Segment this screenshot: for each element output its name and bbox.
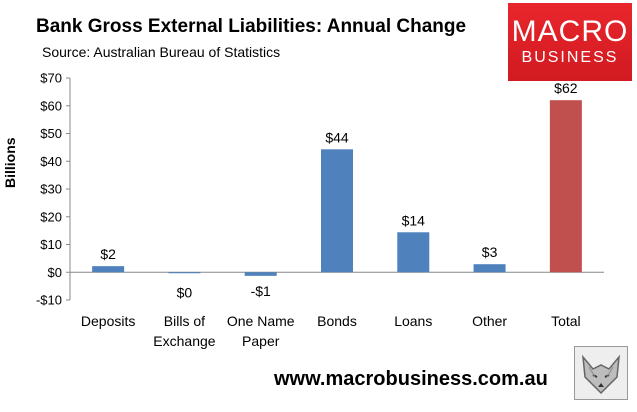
category-label: Deposits — [81, 313, 135, 329]
category-label: Other — [472, 313, 507, 329]
data-label: $0 — [177, 284, 193, 300]
data-label: $62 — [554, 80, 578, 96]
category-label: Total — [551, 313, 581, 329]
category-label: Paper — [242, 333, 280, 349]
y-tick-label: $20 — [40, 209, 62, 224]
y-tick-label: $0 — [48, 265, 62, 280]
chart-title: Bank Gross External Liabilities: Annual … — [36, 16, 467, 37]
bar — [321, 149, 353, 273]
bar — [244, 272, 277, 276]
data-label: $3 — [482, 244, 498, 260]
logo-line-2: BUSINESS — [521, 49, 619, 66]
data-label: $44 — [325, 129, 349, 145]
y-tick-label: $50 — [40, 126, 62, 141]
logo-line-1: MACRO — [511, 15, 629, 48]
bar — [549, 100, 582, 273]
y-tick-label: $70 — [40, 71, 62, 86]
bar — [168, 272, 201, 274]
category-label: Loans — [394, 313, 432, 329]
bar — [473, 264, 506, 273]
bar — [397, 232, 430, 273]
data-label: $14 — [402, 212, 426, 228]
data-label: $2 — [100, 246, 116, 262]
category-label: Bonds — [317, 313, 357, 329]
category-label: Bills of — [164, 313, 205, 329]
website-url: www.macrobusiness.com.au — [274, 368, 548, 390]
chart-subtitle: Source: Australian Bureau of Statistics — [42, 44, 281, 60]
y-tick-label: $30 — [40, 182, 62, 197]
y-tick-label: $10 — [40, 237, 62, 252]
macrobusiness-logo: MACRO BUSINESS — [508, 3, 632, 81]
data-label: -$1 — [251, 283, 271, 299]
y-tick-label: $60 — [40, 98, 62, 113]
category-label: One Name — [227, 313, 295, 329]
bar — [92, 266, 125, 273]
fox-icon — [574, 346, 628, 400]
y-tick-label: -$10 — [36, 293, 62, 308]
y-tick-label: $40 — [40, 154, 62, 169]
category-label: Exchange — [153, 333, 215, 349]
